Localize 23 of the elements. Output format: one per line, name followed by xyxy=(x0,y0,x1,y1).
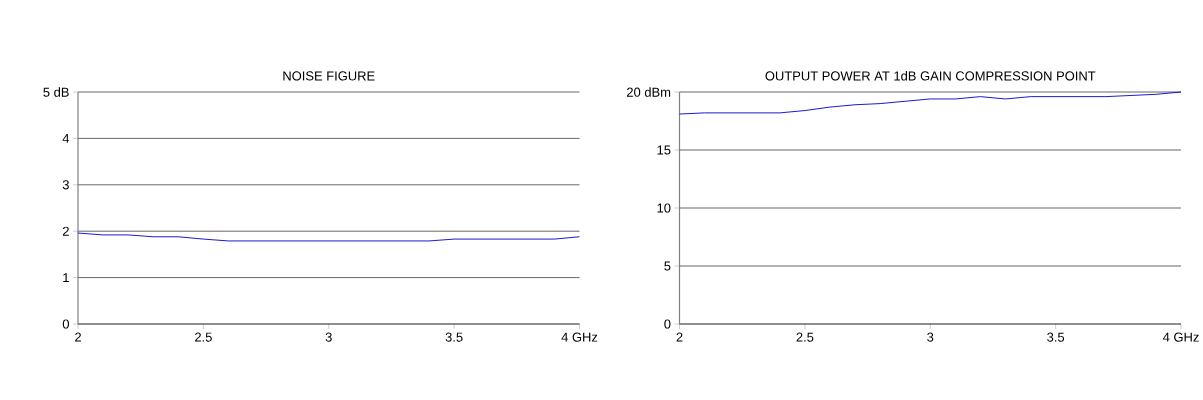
x-tick-label: 2.5 xyxy=(796,332,814,342)
y-tick-label: 1 xyxy=(63,273,69,283)
y-tick-label: 5 dB xyxy=(43,87,69,97)
x-tick-label: 3.5 xyxy=(445,332,463,342)
y-tick-label: 0 xyxy=(62,319,69,329)
x-tick-label: 2 xyxy=(676,332,683,342)
y-tick-label: 15 xyxy=(657,145,671,155)
chart-title: NOISE FIGURE xyxy=(283,71,375,81)
x-tick-label: 2.5 xyxy=(195,332,212,342)
x-tick-label: 3.5 xyxy=(1047,332,1065,342)
y-tick-label: 20 dBm xyxy=(627,87,671,97)
x-tick-label: 2 xyxy=(75,332,81,342)
y-tick-label: 0 xyxy=(664,319,671,329)
y-tick-label: 2 xyxy=(62,226,69,236)
x-tick-label: 4 GHz xyxy=(561,332,598,342)
y-tick-label: 3 xyxy=(62,180,69,190)
y-tick-label: 5 xyxy=(664,261,671,271)
chart-title: OUTPUT POWER AT 1dB GAIN COMPRESSION POINT xyxy=(765,70,1096,81)
y-tick-label: 10 xyxy=(657,203,671,213)
y-tick-label: 4 xyxy=(62,133,70,143)
x-tick-label: 4 GHz xyxy=(1162,332,1199,342)
x-tick-label: 3 xyxy=(927,332,934,342)
x-tick-label: 3 xyxy=(325,332,332,342)
